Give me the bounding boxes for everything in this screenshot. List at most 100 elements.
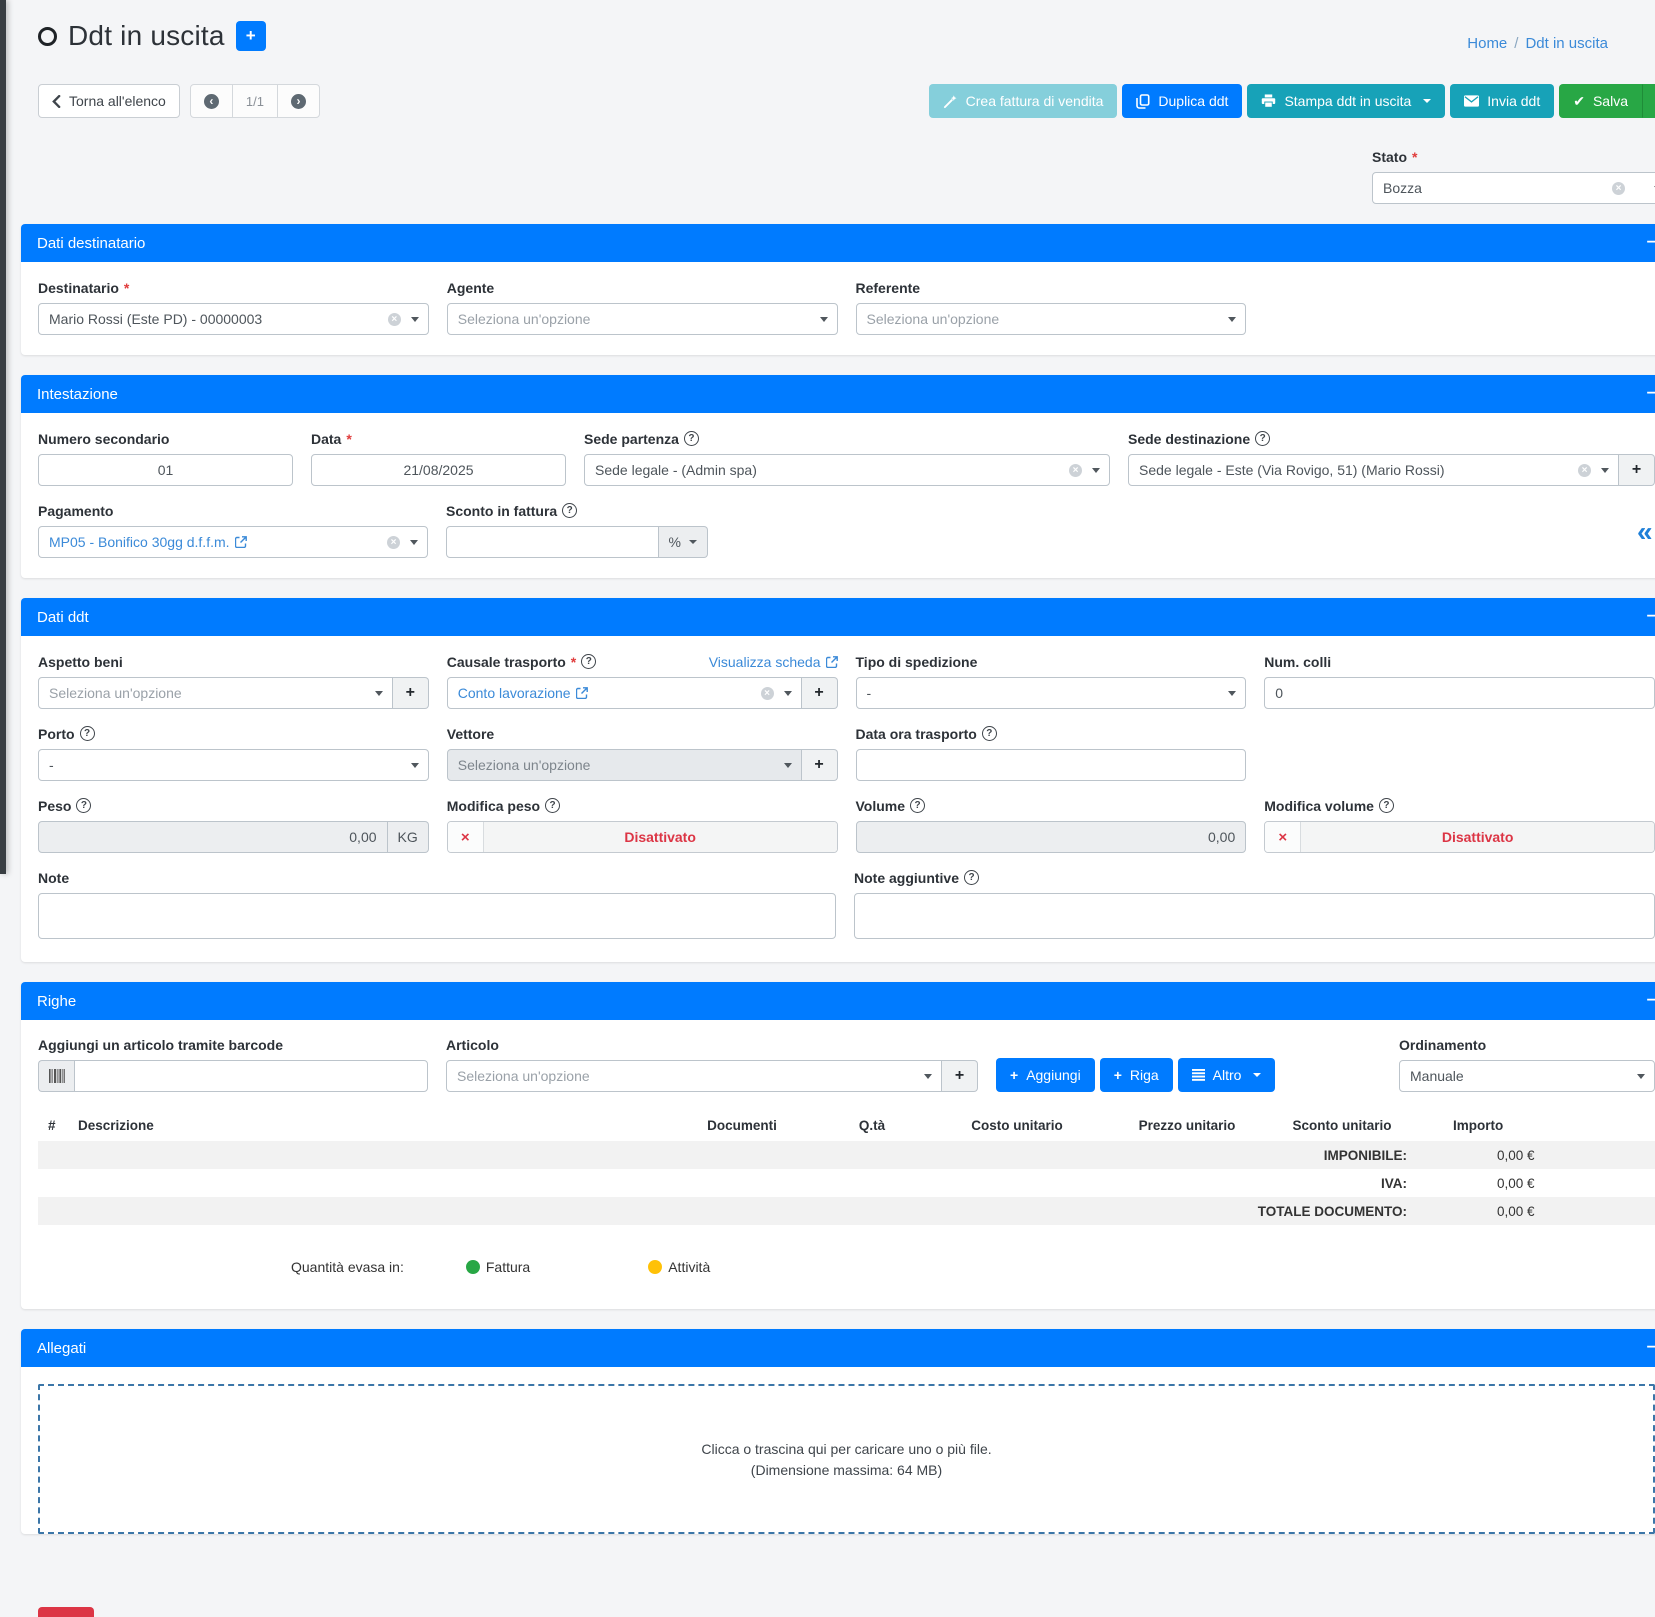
danger-button-partial[interactable] (38, 1607, 94, 1617)
collapse-icon[interactable]: − (1646, 1339, 1655, 1356)
back-to-list-button[interactable]: Torna all'elenco (38, 84, 180, 118)
help-icon[interactable]: ? (1255, 431, 1271, 446)
stato-select[interactable]: Bozza × (1372, 172, 1655, 204)
articolo-select[interactable]: Seleziona un'opzione (446, 1060, 942, 1092)
numero-secondario-input[interactable] (38, 454, 293, 486)
card-body: Aggiungi un articolo tramite barcode Art… (21, 1020, 1655, 1309)
data-ora-trasporto-input[interactable] (855, 749, 1247, 781)
add-sede-button[interactable]: + (1619, 454, 1655, 486)
sede-partenza-select[interactable]: Sede legale - (Admin spa) × (584, 454, 1110, 486)
help-icon[interactable]: ? (964, 870, 980, 885)
collapse-icon[interactable]: − (1646, 234, 1655, 251)
crea-fattura-button[interactable]: Crea fattura di vendita (928, 84, 1118, 118)
destinatario-field: Destinatario * Mario Rossi (Este PD) - 00… (38, 279, 429, 335)
note-aggiuntive-textarea[interactable] (854, 893, 1655, 939)
peso-field: Peso? KG (38, 797, 429, 853)
add-vettore-button[interactable]: + (801, 749, 838, 781)
add-articolo-button[interactable]: + (942, 1060, 978, 1092)
duplica-ddt-button[interactable]: Duplica ddt (1122, 84, 1243, 118)
panel-collapse-toggle[interactable]: « (1637, 516, 1653, 547)
sconto-unit-dropdown[interactable]: % (658, 526, 708, 558)
clear-icon[interactable]: × (387, 536, 400, 549)
clear-icon[interactable]: × (387, 313, 401, 326)
help-icon[interactable]: ? (76, 798, 92, 813)
aggiungi-button[interactable]: + Aggiungi (996, 1058, 1095, 1092)
tipo-spedizione-select[interactable]: - (855, 677, 1247, 709)
help-icon[interactable]: ? (910, 798, 926, 813)
stato-label: Stato (1372, 148, 1407, 165)
ordinamento-select[interactable]: Manuale (1399, 1060, 1655, 1092)
stato-field: Stato * Bozza × (1372, 148, 1655, 204)
barcode-input[interactable] (74, 1060, 428, 1092)
vettore-select[interactable]: Seleziona un'opzione (446, 749, 802, 781)
pager-prev-button[interactable]: ‹ (191, 85, 233, 117)
card-body: Destinatario * Mario Rossi (Este PD) - 00… (21, 262, 1655, 355)
collapse-icon[interactable]: − (1646, 992, 1655, 1009)
agente-field: Agente Seleziona un'opzione (446, 279, 838, 335)
stato-row: Stato * Bozza × (0, 148, 1655, 204)
add-aspetto-button[interactable]: + (392, 677, 429, 709)
col-header-qta: Q.tà (858, 1118, 886, 1133)
add-ddt-button[interactable]: + (235, 21, 266, 51)
page-title: Ddt in uscita (68, 20, 225, 51)
sconto-input[interactable] (446, 526, 659, 558)
causale-trasporto-select[interactable]: Conto lavorazione × (446, 677, 802, 709)
riga-button[interactable]: + Riga (1099, 1058, 1173, 1092)
legend-item-fattura: Fattura (465, 1259, 530, 1275)
numero-secondario-field: Numero secondario (38, 430, 293, 486)
pager-next-button[interactable]: › (278, 85, 319, 117)
total-row-totale: TOTALE DOCUMENTO: 0,00 € (38, 1197, 1655, 1225)
aspetto-beni-select[interactable]: Seleziona un'opzione (38, 677, 393, 709)
help-icon[interactable]: ? (562, 503, 578, 518)
add-causale-button[interactable]: + (801, 677, 838, 709)
toggle-peso-button[interactable]: × (447, 822, 484, 852)
collapse-icon[interactable]: − (1646, 385, 1655, 402)
ordinamento-field: Ordinamento Manuale (1399, 1037, 1655, 1092)
total-row-iva: IVA: 0,00 € (38, 1169, 1655, 1197)
caret-down-icon (410, 763, 419, 768)
check-icon: ✔ (1573, 92, 1585, 109)
card-header-righe[interactable]: Righe − (21, 982, 1655, 1020)
help-icon[interactable]: ? (79, 726, 95, 741)
card-header-allegati[interactable]: Allegati − (21, 1329, 1655, 1367)
pagamento-select[interactable]: MP05 - Bonifico 30gg d.f.f.m. × (38, 526, 428, 558)
clear-icon[interactable]: × (760, 687, 774, 700)
data-input[interactable] (311, 454, 566, 486)
clear-icon[interactable]: × (1069, 464, 1082, 477)
total-value: 0,00 € (1497, 1147, 1535, 1163)
help-icon[interactable]: ? (581, 654, 597, 669)
note-textarea[interactable] (38, 893, 836, 939)
caret-down-icon (1637, 1074, 1645, 1079)
stampa-ddt-button[interactable]: Stampa ddt in uscita (1247, 84, 1446, 118)
magic-wand-icon (943, 94, 957, 108)
visualizza-scheda-link[interactable]: Visualizza scheda (709, 654, 838, 670)
card-header-dati-destinatario[interactable]: Dati destinatario − (21, 224, 1655, 262)
agente-select[interactable]: Seleziona un'opzione (446, 303, 838, 335)
num-colli-input[interactable] (1264, 677, 1655, 709)
porto-select[interactable]: - (38, 749, 429, 781)
breadcrumb-home-link[interactable]: Home (1467, 35, 1508, 52)
sede-destinazione-select[interactable]: Sede legale - Este (Via Rovigo, 51) (Mar… (1128, 454, 1619, 486)
card-header-dati-ddt[interactable]: Dati ddt − (21, 598, 1655, 636)
clear-icon[interactable]: × (1578, 464, 1591, 477)
help-icon[interactable]: ? (981, 726, 997, 741)
referente-field: Referente Seleziona un'opzione (855, 279, 1247, 335)
altro-dropdown-button[interactable]: Altro (1177, 1058, 1276, 1092)
help-icon[interactable]: ? (1378, 798, 1394, 813)
file-dropzone[interactable]: Clicca o trascina qui per caricare uno o… (38, 1384, 1655, 1534)
righe-table: # Descrizione Documenti Q.tà Costo unita… (38, 1114, 1655, 1225)
card-header-intestazione[interactable]: Intestazione − (21, 375, 1655, 413)
salva-dropdown-toggle[interactable] (1642, 84, 1655, 118)
clear-icon[interactable]: × (1612, 182, 1625, 195)
help-icon[interactable]: ? (683, 431, 699, 446)
help-icon[interactable]: ? (545, 798, 561, 813)
invia-ddt-button[interactable]: Invia ddt (1450, 84, 1555, 118)
destinatario-select[interactable]: Mario Rossi (Este PD) - 00000003 × (38, 303, 429, 335)
toggle-volume-button[interactable]: × (1265, 822, 1302, 852)
salva-button[interactable]: ✔ Salva (1559, 84, 1642, 118)
caret-down-icon (410, 317, 419, 322)
breadcrumb-current-link[interactable]: Ddt in uscita (1525, 35, 1608, 52)
referente-select[interactable]: Seleziona un'opzione (855, 303, 1247, 335)
collapse-icon[interactable]: − (1646, 608, 1655, 625)
arrow-circle-left-icon: ‹ (203, 93, 219, 109)
